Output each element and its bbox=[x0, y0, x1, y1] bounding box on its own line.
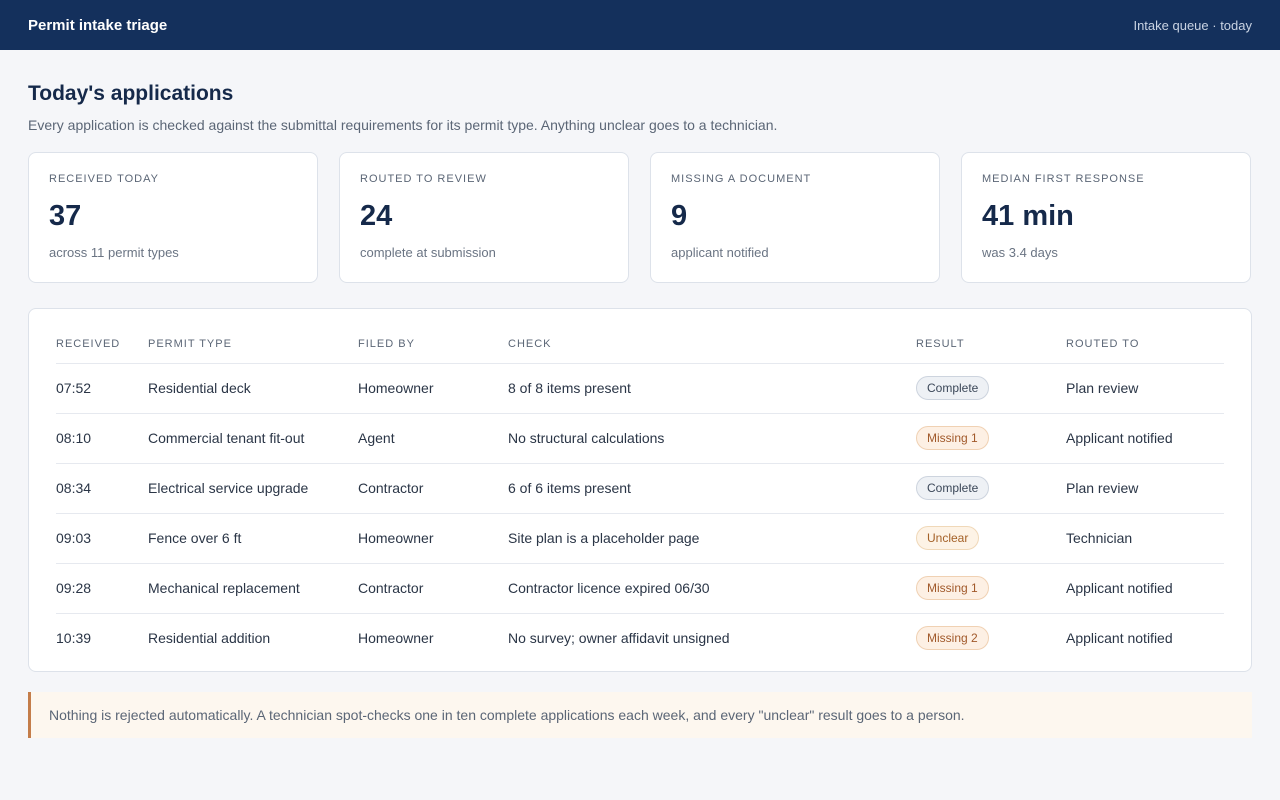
cell-filed-by: Contractor bbox=[358, 563, 508, 614]
cell-check: Site plan is a placeholder page bbox=[508, 513, 916, 564]
queue-label: Intake queue · today bbox=[1133, 17, 1252, 33]
cell-permit-type: Fence over 6 ft bbox=[148, 513, 358, 564]
cell-filed-by: Homeowner bbox=[358, 513, 508, 564]
policy-notice-text: Nothing is rejected automatically. A tec… bbox=[49, 707, 965, 723]
top-bar: Permit intake triage Intake queue · toda… bbox=[0, 0, 1280, 50]
cell-received: 08:10 bbox=[56, 413, 148, 464]
status-badge: Unclear bbox=[916, 526, 980, 550]
table-row[interactable]: 08:34 Electrical service upgrade Contrac… bbox=[56, 463, 1224, 514]
cell-permit-type: Commercial tenant fit-out bbox=[148, 413, 358, 464]
stat-value: 9 bbox=[671, 200, 688, 232]
stat-note: applicant notified bbox=[671, 245, 769, 260]
cell-routed-to: Technician bbox=[1066, 513, 1224, 564]
cell-routed-to: Plan review bbox=[1066, 363, 1224, 414]
stat-card-routed: ROUTED TO REVIEW 24 complete at submissi… bbox=[339, 152, 629, 283]
table-row[interactable]: 07:52 Residential deck Homeowner 8 of 8 … bbox=[56, 363, 1224, 414]
cell-permit-type: Residential addition bbox=[148, 630, 271, 647]
cell-received: 08:34 bbox=[56, 463, 148, 514]
cell-check: No survey; owner affidavit unsigned bbox=[508, 630, 730, 647]
cell-permit-type: Electrical service upgrade bbox=[148, 463, 358, 514]
cell-received: 09:28 bbox=[56, 563, 148, 614]
cell-result: Missing 1 bbox=[916, 413, 1066, 464]
stat-card-received: RECEIVED TODAY 37 across 11 permit types bbox=[28, 152, 318, 283]
stat-label: MEDIAN FIRST RESPONSE bbox=[982, 173, 1145, 185]
applications-table-card: RECEIVED PERMIT TYPE FILED BY CHECK RESU… bbox=[28, 308, 1252, 672]
stat-label: ROUTED TO REVIEW bbox=[360, 173, 487, 185]
column-header-permit-type: PERMIT TYPE bbox=[148, 325, 358, 364]
app-title: Permit intake triage bbox=[28, 16, 168, 34]
applications-table: RECEIVED PERMIT TYPE FILED BY CHECK RESU… bbox=[56, 325, 1224, 663]
status-badge: Complete bbox=[916, 476, 990, 500]
stat-value: 37 bbox=[49, 200, 82, 232]
cell-routed-to: Applicant notified bbox=[1066, 413, 1224, 464]
column-header-received: RECEIVED bbox=[56, 325, 148, 364]
cell-received: 10:39 bbox=[56, 630, 92, 647]
stat-note: was 3.4 days bbox=[982, 245, 1058, 260]
table-row[interactable]: 08:10 Commercial tenant fit-out Agent No… bbox=[56, 413, 1224, 464]
policy-notice: Nothing is rejected automatically. A tec… bbox=[28, 692, 1252, 738]
status-badge: Complete bbox=[916, 376, 990, 400]
stat-label: RECEIVED TODAY bbox=[49, 173, 159, 185]
stat-value: 24 bbox=[360, 200, 393, 232]
table-row[interactable]: 10:39 Residential addition Homeowner No … bbox=[56, 613, 1224, 663]
stats-row: RECEIVED TODAY 37 across 11 permit types… bbox=[28, 152, 1252, 283]
status-badge: Missing 1 bbox=[916, 576, 989, 600]
cell-check: 6 of 6 items present bbox=[508, 463, 916, 514]
page-subtitle: Every application is checked against the… bbox=[28, 117, 778, 133]
cell-filed-by: Homeowner bbox=[358, 630, 434, 647]
table-header-row: RECEIVED PERMIT TYPE FILED BY CHECK RESU… bbox=[56, 325, 1224, 364]
cell-filed-by: Contractor bbox=[358, 463, 508, 514]
cell-check: 8 of 8 items present bbox=[508, 363, 916, 414]
cell-permit-type: Mechanical replacement bbox=[148, 563, 358, 614]
cell-filed-by: Homeowner bbox=[358, 363, 508, 414]
cell-permit-type: Residential deck bbox=[148, 363, 358, 414]
cell-result: Complete bbox=[916, 463, 1066, 514]
stat-note: across 11 permit types bbox=[49, 245, 179, 260]
stat-label: MISSING A DOCUMENT bbox=[671, 173, 812, 185]
stat-note: complete at submission bbox=[360, 245, 496, 260]
cell-received: 09:03 bbox=[56, 513, 148, 564]
cell-routed-to: Applicant notified bbox=[1066, 630, 1173, 647]
column-header-result: RESULT bbox=[916, 325, 1066, 364]
cell-check: No structural calculations bbox=[508, 413, 916, 464]
table-row[interactable]: 09:28 Mechanical replacement Contractor … bbox=[56, 563, 1224, 614]
stat-value: 41 min bbox=[982, 200, 1074, 232]
main-content: Today's applications Every application i… bbox=[0, 81, 1280, 738]
cell-check: Contractor licence expired 06/30 bbox=[508, 563, 916, 614]
stat-card-response: MEDIAN FIRST RESPONSE 41 min was 3.4 day… bbox=[961, 152, 1251, 283]
cell-result: Missing 1 bbox=[916, 563, 1066, 614]
status-badge: Missing 1 bbox=[916, 426, 989, 450]
page-title: Today's applications bbox=[28, 82, 234, 105]
table-row[interactable]: 09:03 Fence over 6 ft Homeowner Site pla… bbox=[56, 513, 1224, 564]
column-header-filed-by: FILED BY bbox=[358, 325, 508, 364]
cell-filed-by: Agent bbox=[358, 413, 508, 464]
column-header-routed-to: ROUTED TO bbox=[1066, 325, 1224, 364]
stat-card-missing: MISSING A DOCUMENT 9 applicant notified bbox=[650, 152, 940, 283]
cell-routed-to: Applicant notified bbox=[1066, 563, 1224, 614]
status-badge: Missing 2 bbox=[916, 626, 989, 651]
column-header-check: CHECK bbox=[508, 325, 916, 364]
cell-received: 07:52 bbox=[56, 363, 148, 414]
cell-result: Unclear bbox=[916, 513, 1066, 564]
cell-result: Missing 2 bbox=[916, 613, 1066, 663]
cell-routed-to: Plan review bbox=[1066, 463, 1224, 514]
cell-result: Complete bbox=[916, 363, 1066, 414]
